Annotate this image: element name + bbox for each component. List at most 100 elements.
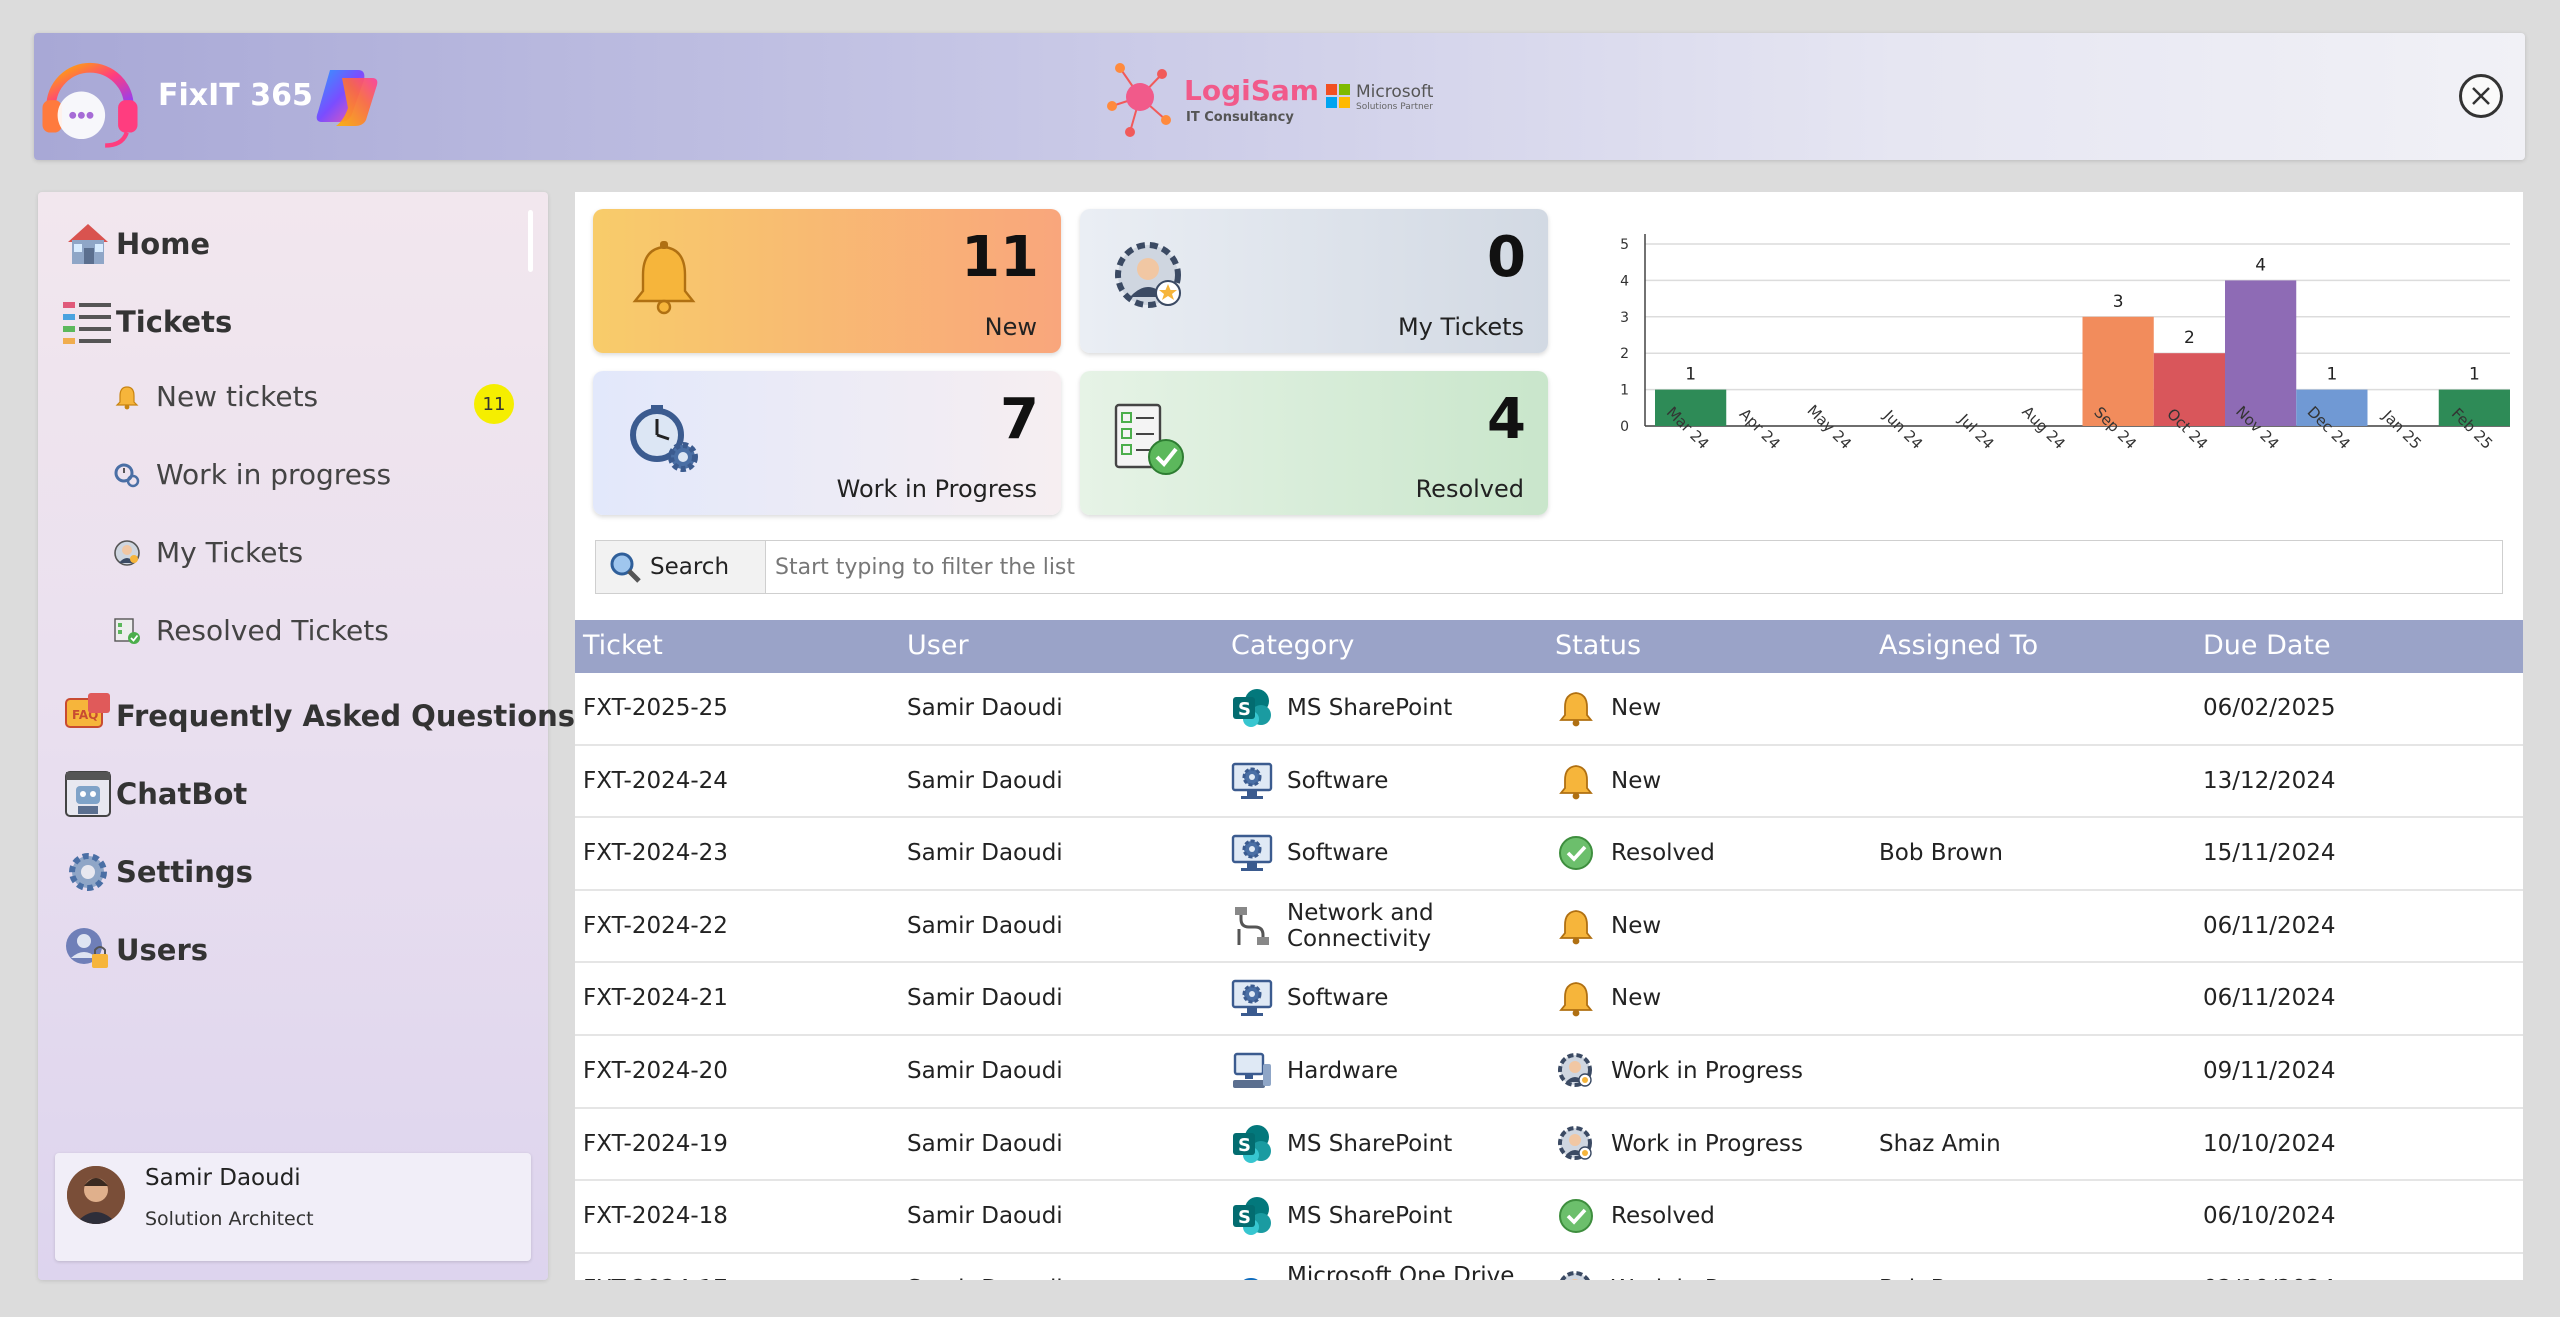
sidebar-item-label: ChatBot (116, 777, 248, 811)
column-header-due-date[interactable]: Due Date (2203, 630, 2331, 661)
chart-x-tick-label: May 24 (1803, 401, 1855, 453)
ticket-due-date: 06/02/2025 (2203, 695, 2336, 721)
resolved-card[interactable]: 4 Resolved (1080, 371, 1548, 515)
network-icon (1231, 905, 1273, 947)
chart-x-tick-label: Jun 24 (1879, 406, 1926, 453)
sidebar-item-label: Users (116, 933, 209, 967)
list-icon (62, 296, 114, 348)
new-tickets-card[interactable]: 11 New (593, 209, 1061, 353)
ticket-category: Software (1231, 963, 1541, 1033)
avatar (67, 1166, 125, 1224)
ticket-status: Resolved (1555, 1181, 1715, 1251)
work-in-progress-card[interactable]: 7 Work in Progress (593, 371, 1061, 515)
ticket-user: Samir Daoudi (907, 1254, 1063, 1280)
chart-bar (2082, 316, 2154, 426)
close-button[interactable] (2459, 74, 2503, 118)
table-row[interactable]: FXT-2024-22 Samir Daoudi Network and Conne… (575, 891, 2523, 964)
category-label: MS SharePoint (1287, 1130, 1453, 1157)
table-row[interactable]: FXT-2024-21 Samir Daoudi Software New 06/11/… (575, 963, 2523, 1036)
sidebar-item-resolved-tickets[interactable]: Resolved Tickets (112, 614, 389, 647)
search-input[interactable] (767, 541, 2502, 593)
sharepoint-icon: S (1231, 1195, 1273, 1237)
sidebar-scrollbar[interactable] (528, 210, 533, 272)
ticket-status: New (1555, 673, 1661, 743)
table-row[interactable]: FXT-2024-20 Samir Daoudi Hardware Work in P… (575, 1036, 2523, 1109)
ticket-due-date: 02/10/2024 (2203, 1254, 2336, 1280)
user-role: Solution Architect (145, 1208, 314, 1230)
gears-clock-icon (112, 460, 142, 490)
ticket-assigned-to: Bob Brown (1879, 840, 2003, 867)
table-row[interactable]: FXT-2024-17 Samir Daoudi Microsoft One Dri… (575, 1254, 2523, 1280)
category-label: MS SharePoint (1287, 1203, 1453, 1230)
ticket-status: Resolved (1555, 818, 1715, 888)
svg-text:S: S (1238, 1135, 1251, 1156)
svg-text:S: S (1238, 699, 1251, 720)
status-label: New (1611, 985, 1662, 1012)
chart-bar (2225, 280, 2297, 426)
sidebar-item-users[interactable]: Users (62, 924, 208, 976)
chart-data-label: 1 (2469, 365, 2480, 385)
ticket-id[interactable]: FXT-2024-19 (583, 1130, 728, 1157)
svg-text:S: S (1238, 1207, 1251, 1228)
ticket-category: Software (1231, 818, 1541, 888)
sidebar-item-tickets[interactable]: Tickets (62, 296, 232, 348)
status-label: Work in P (1611, 1276, 1719, 1280)
table-row[interactable]: FXT-2024-23 Samir Daoudi Software Resolved B… (575, 818, 2523, 891)
category-label: Software (1287, 985, 1389, 1012)
sidebar-item-label: Resolved Tickets (156, 614, 389, 647)
search-button[interactable]: Search (596, 541, 766, 593)
copilot-icon[interactable] (312, 64, 382, 130)
table-row[interactable]: FXT-2025-25 Samir Daoudi S MS SharePoint New… (575, 673, 2523, 746)
ticket-id[interactable]: FXT-2024-20 (583, 1057, 728, 1084)
ticket-id[interactable]: FXT-2024-24 (583, 767, 728, 794)
sidebar-item-home[interactable]: Home (62, 218, 210, 270)
column-header-assigned-to[interactable]: Assigned To (1879, 630, 2039, 661)
table-row[interactable]: FXT-2024-19 Samir Daoudi S MS SharePoint Wor… (575, 1109, 2523, 1182)
sidebar-item-settings[interactable]: Settings (62, 846, 253, 898)
ticket-id[interactable]: FXT-2024-18 (583, 1203, 728, 1230)
ticket-user: Samir Daoudi (907, 840, 1063, 867)
column-header-status[interactable]: Status (1555, 630, 1642, 661)
bell-icon (632, 241, 696, 315)
status-label: Resolved (1611, 1203, 1715, 1230)
ticket-user: Samir Daoudi (907, 1203, 1063, 1230)
ticket-status: New (1555, 963, 1661, 1033)
ticket-id[interactable]: FXT-2024-22 (583, 912, 728, 939)
table-header: Ticket User Category Status Assigned To … (575, 620, 2523, 673)
chart-y-tick-label: 1 (1620, 383, 1629, 399)
ticket-user: Samir Daoudi (907, 695, 1063, 721)
chart-data-label: 1 (1685, 365, 1696, 385)
gears-clock-icon (630, 405, 698, 472)
table-row[interactable]: FXT-2024-18 Samir Daoudi S MS SharePoint Res… (575, 1181, 2523, 1254)
category-label: Microsoft One Drive for (1287, 1262, 1515, 1280)
ticket-status: Work in Progress (1555, 1109, 1803, 1179)
column-header-ticket[interactable]: Ticket (583, 630, 663, 661)
sidebar-item-chatbot[interactable]: ChatBot (62, 768, 247, 820)
sidebar-item-new-tickets[interactable]: New tickets (112, 380, 318, 413)
faq-icon: FAQ (62, 690, 114, 742)
user-profile-card[interactable]: Samir Daoudi Solution Architect (55, 1153, 531, 1261)
my-tickets-label: My Tickets (1397, 313, 1524, 341)
sidebar-item-work-in-progress[interactable]: Work in progress (112, 458, 391, 491)
ticket-due-date: 15/11/2024 (2203, 840, 2336, 867)
ticket-category: Software (1231, 746, 1541, 816)
ticket-due-date: 06/11/2024 (2203, 985, 2336, 1012)
category-label: Software (1287, 767, 1389, 794)
sidebar-item-my-tickets[interactable]: My Tickets (112, 536, 303, 569)
sidebar-item-faq[interactable]: FAQ Frequently Asked Questions (62, 690, 575, 742)
status-label: Resolved (1611, 840, 1715, 867)
category-label: Software (1287, 840, 1389, 867)
ticket-id[interactable]: FXT-2024-17 (583, 1254, 728, 1280)
ticket-status: Work in P (1555, 1254, 1719, 1280)
bell-icon (1555, 760, 1597, 802)
ticket-id[interactable]: FXT-2025-25 (583, 695, 728, 721)
headset-logo-icon (42, 62, 138, 148)
ticket-id[interactable]: FXT-2024-23 (583, 840, 728, 867)
table-row[interactable]: FXT-2024-24 Samir Daoudi Software New 13/12/… (575, 746, 2523, 819)
my-tickets-card[interactable]: 0 My Tickets (1080, 209, 1548, 353)
column-header-user[interactable]: User (907, 630, 969, 661)
ticket-id[interactable]: FXT-2024-21 (583, 985, 728, 1012)
gear-icon (62, 846, 114, 898)
column-header-category[interactable]: Category (1231, 630, 1355, 661)
ticket-user: Samir Daoudi (907, 767, 1063, 794)
